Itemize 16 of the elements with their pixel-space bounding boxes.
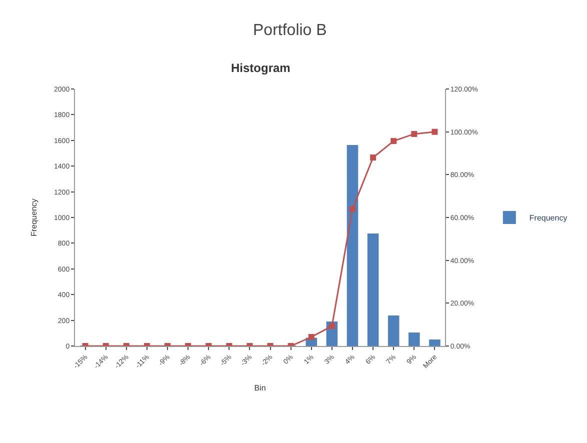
point — [328, 323, 335, 330]
chart-title: Portfolio B — [253, 22, 327, 39]
point — [411, 130, 418, 137]
point — [370, 154, 376, 161]
x-axis-title: Bin — [254, 383, 266, 392]
point — [432, 128, 438, 135]
legend-label: Frequency — [529, 214, 568, 223]
y-axis-title: Frequency — [30, 198, 39, 236]
point — [350, 206, 356, 212]
bar — [367, 233, 379, 346]
point — [390, 138, 397, 144]
bar — [408, 332, 420, 346]
chart-subtitle: Histogram — [231, 61, 290, 75]
bar — [429, 339, 440, 346]
bar — [388, 316, 400, 346]
bar — [346, 145, 358, 346]
